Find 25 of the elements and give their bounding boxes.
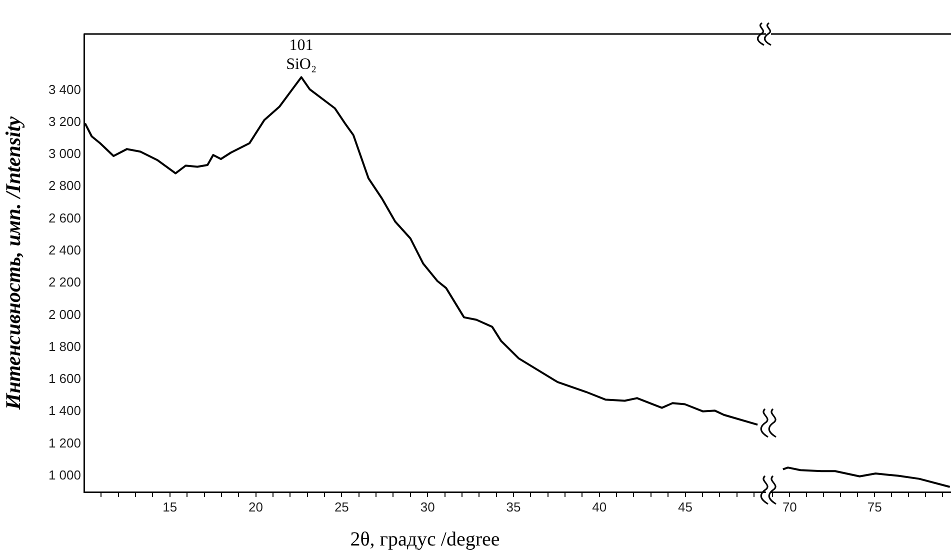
x-tick-label: 40 (592, 499, 607, 514)
y-tick-label: 2 000 (48, 306, 81, 322)
y-tick-label: 1 600 (48, 371, 81, 386)
y-tick-label: 3 200 (48, 114, 81, 129)
y-tick-label: 2 400 (48, 242, 81, 258)
x-tick-label: 30 (420, 499, 435, 514)
x-tick-label: 45 (678, 499, 692, 514)
x-tick-label: 35 (506, 499, 521, 514)
x-tick-label: 15 (162, 499, 178, 514)
x-axis-title: 2θ, градус /degree (350, 528, 500, 550)
y-tick-label: 2 200 (48, 274, 81, 290)
y-tick-label: 2 800 (48, 178, 81, 194)
y-axis-title: Интенсивность, имп. /Intensity (1, 116, 26, 411)
x-tick-label: 25 (334, 499, 349, 514)
y-tick-label: 1 800 (48, 338, 81, 354)
y-tick-label: 1 400 (48, 403, 81, 418)
y-tick-label: 2 600 (48, 210, 81, 226)
x-tick-label: 20 (248, 499, 264, 514)
x-tick-label: 70 (782, 499, 797, 514)
y-tick-label: 1 000 (48, 468, 81, 483)
annotation: 101 SiO₂ (286, 37, 317, 74)
x-tick-label: 75 (867, 499, 882, 514)
y-tick-label: 3 400 (48, 82, 81, 97)
y-tick-label: 1 200 (48, 435, 81, 450)
y-tick-label: 3 000 (48, 146, 81, 162)
